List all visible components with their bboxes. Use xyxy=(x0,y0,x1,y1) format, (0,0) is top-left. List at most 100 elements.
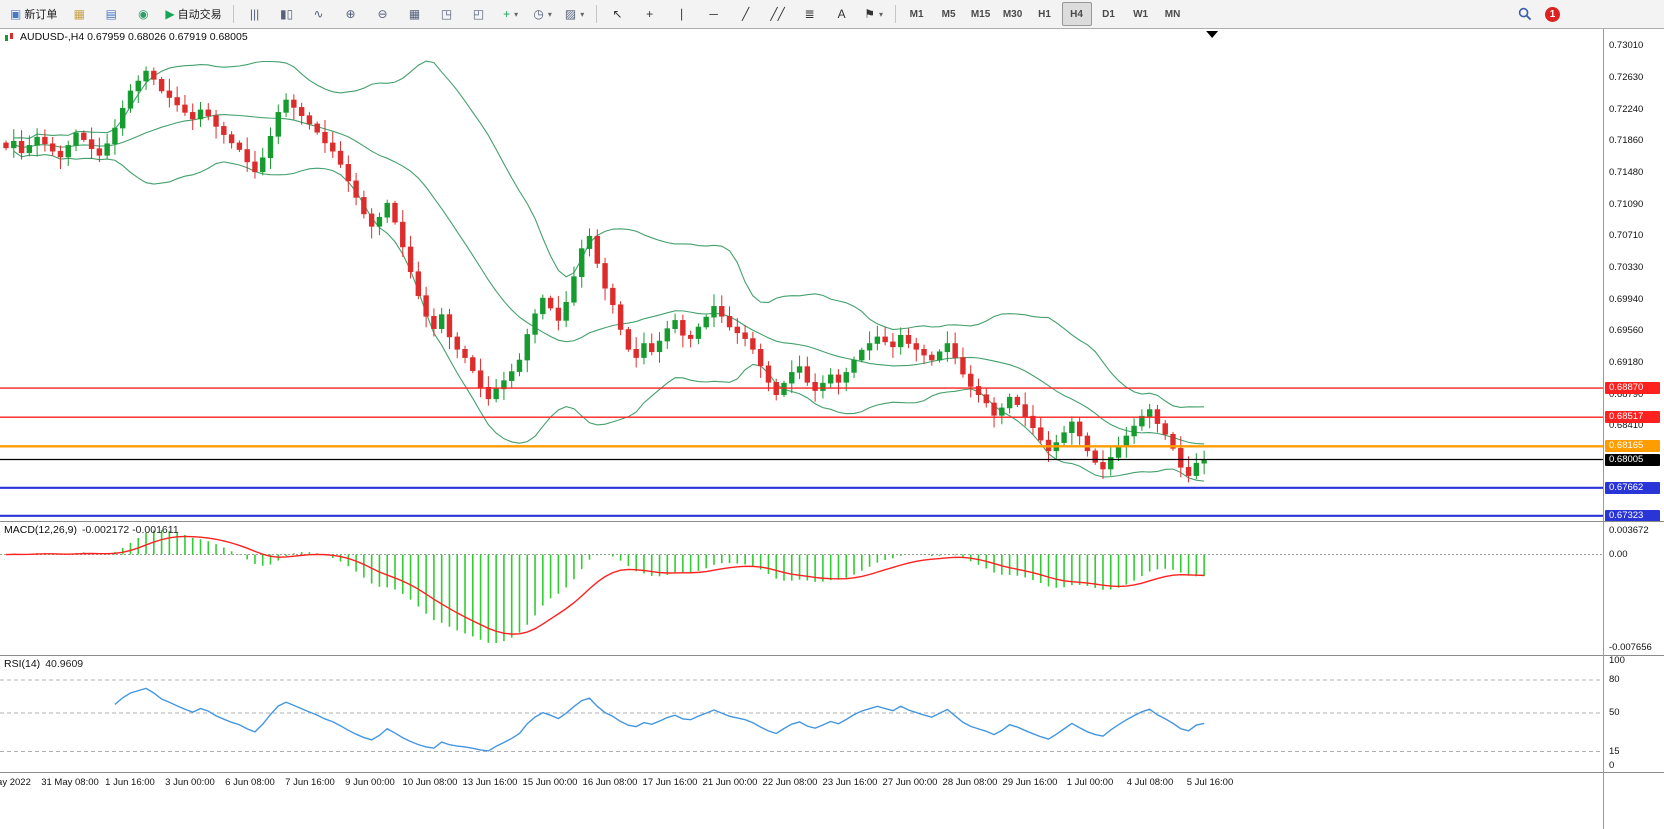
periods-button[interactable]: ◷ ▾ xyxy=(528,2,558,26)
symbol-icon xyxy=(5,32,13,41)
macd-axis[interactable]: 0.003672 0.00 -0.007656 xyxy=(1604,521,1664,655)
cascade-windows-icon: ◳ xyxy=(440,7,453,21)
tile-windows-icon: ▦ xyxy=(408,7,421,21)
axis-column: 0.73010 0.72630 0.72240 0.71860 0.71480 0.710… xyxy=(1604,29,1664,829)
plot-column: AUDUSD-,H4 0.67959 0.68026 0.67919 0.680… xyxy=(0,29,1604,829)
timeframe-d1-button[interactable]: D1 xyxy=(1094,2,1124,26)
timeframe-mn-button[interactable]: MN xyxy=(1158,2,1188,26)
chevron-down-icon: ▾ xyxy=(878,9,883,19)
macd-axis-label: 0.00 xyxy=(1609,548,1628,560)
rsi-axis[interactable]: 100 80 50 15 0 xyxy=(1604,655,1664,772)
notification-badge[interactable]: 1 xyxy=(1545,6,1560,22)
channel-button[interactable]: ╱╱ xyxy=(763,2,793,26)
macd-values: -0.002172 -0.001611 xyxy=(81,524,179,536)
price-chart-panel[interactable]: AUDUSD-,H4 0.67959 0.68026 0.67919 0.680… xyxy=(0,29,1603,521)
autotrading-button-label: 自动交易 xyxy=(177,9,222,21)
arrange-windows-icon: ◰ xyxy=(472,7,485,21)
search-icon xyxy=(1518,7,1532,21)
bar-chart-icon: ||| xyxy=(249,7,260,21)
time-tick-label: 3 Jun 00:00 xyxy=(165,777,215,788)
zoom-out-button[interactable]: ⊖ xyxy=(368,2,398,26)
rsi-axis-label: 100 xyxy=(1609,655,1625,666)
bar-chart-button[interactable]: ||| xyxy=(240,2,270,26)
line-chart-icon: ∿ xyxy=(313,7,324,21)
fibonacci-button[interactable]: ≣ xyxy=(795,2,825,26)
candlestick-chart-button[interactable]: ▮▯ xyxy=(272,2,302,26)
time-tick-label: 10 Jun 08:00 xyxy=(402,777,458,788)
indicators-button[interactable]: + ▾ xyxy=(496,2,526,26)
cascade-windows-button[interactable]: ◳ xyxy=(432,2,462,26)
macd-canvas xyxy=(0,530,1603,643)
price-axis[interactable]: 0.73010 0.72630 0.72240 0.71860 0.71480 0.710… xyxy=(1604,29,1664,521)
bottom-filler xyxy=(0,791,1603,829)
new-order-icon: ▣ xyxy=(10,7,22,21)
timeframe-w1-button[interactable]: W1 xyxy=(1126,2,1156,26)
cursor-button[interactable]: ↖ xyxy=(603,2,633,26)
zoom-in-button[interactable]: ⊕ xyxy=(336,2,366,26)
timeframe-h4-button[interactable]: H4 xyxy=(1061,2,1092,26)
timeframe-m5-button[interactable]: M5 xyxy=(934,2,964,26)
trendline-button[interactable]: ╱ xyxy=(731,2,761,26)
price-tick-label: 0.68410 xyxy=(1609,420,1644,432)
line-chart-button[interactable]: ∿ xyxy=(304,2,334,26)
arrows-icon: ⚑ xyxy=(864,7,875,21)
timeframe-m15-button-label: M15 xyxy=(970,8,991,20)
crosshair-button[interactable]: + xyxy=(635,2,665,26)
time-tick-label: 17 Jun 16:00 xyxy=(642,777,698,788)
toolbar-separator xyxy=(595,5,597,23)
timeframe-m30-button[interactable]: M30 xyxy=(998,2,1028,26)
price-tick-label: 0.72240 xyxy=(1609,103,1644,115)
timeframe-h1-button[interactable]: H1 xyxy=(1030,2,1060,26)
price-level-badge: 0.68517 xyxy=(1605,411,1660,424)
rsi-axis-label: 50 xyxy=(1609,707,1620,718)
macd-panel[interactable]: MACD(12,26,9) -0.002172 -0.001611 xyxy=(0,521,1603,655)
cursor-icon: ↖ xyxy=(612,7,623,21)
trendline-icon: ╱ xyxy=(741,7,750,21)
navigator-button[interactable]: ▤ xyxy=(96,2,126,26)
search-button[interactable] xyxy=(1510,2,1540,26)
text-icon: A xyxy=(837,7,846,21)
fibonacci-icon: ≣ xyxy=(804,7,815,21)
price-tick-label: 0.73010 xyxy=(1609,40,1644,52)
timeframe-h4-button-label: H4 xyxy=(1070,8,1083,20)
tile-windows-button[interactable]: ▦ xyxy=(400,2,430,26)
rsi-title: RSI(14) 40.9609 xyxy=(4,658,83,670)
time-tick-label: 31 May 08:00 xyxy=(41,777,99,788)
timeframe-m1-button[interactable]: M1 xyxy=(902,2,932,26)
time-tick-label: 21 Jun 00:00 xyxy=(702,777,758,788)
rsi-panel[interactable]: RSI(14) 40.9609 xyxy=(0,655,1603,772)
chevron-down-icon: ▾ xyxy=(547,9,552,19)
zoom-in-icon: ⊕ xyxy=(345,7,356,21)
price-level-badge: 0.67323 xyxy=(1605,509,1660,521)
text-button[interactable]: A xyxy=(827,2,857,26)
new-order-button[interactable]: ▣ 新订单 xyxy=(5,2,62,26)
community-button[interactable]: ◉ xyxy=(128,2,158,26)
autotrading-button[interactable]: ▶ 自动交易 xyxy=(160,2,226,26)
chevron-down-icon: ▾ xyxy=(514,9,519,19)
timeframe-mn-button-label: MN xyxy=(1164,8,1181,20)
arrows-button[interactable]: ⚑ ▾ xyxy=(859,2,889,26)
timeframe-m5-button-label: M5 xyxy=(941,8,956,20)
price-level-badge: 0.68870 xyxy=(1605,382,1660,395)
time-tick-label: 13 Jun 16:00 xyxy=(462,777,518,788)
time-tick-label: 29 Jun 16:00 xyxy=(1002,777,1058,788)
rsi-canvas xyxy=(0,679,1603,752)
time-tick-label: 5 Jul 16:00 xyxy=(1186,777,1234,788)
navigator-icon: ▤ xyxy=(105,7,118,21)
market-watch-icon: ▦ xyxy=(73,7,86,21)
crosshair-icon: + xyxy=(646,7,654,21)
time-axis[interactable]: May 2022 31 May 08:00 1 Jun 16:00 3 Jun 00:… xyxy=(0,772,1603,791)
timeframe-m15-button[interactable]: M15 xyxy=(966,2,996,26)
vertical-line-button[interactable]: ∣ xyxy=(667,2,697,26)
market-watch-button[interactable]: ▦ xyxy=(64,2,94,26)
rsi-label: RSI(14) xyxy=(4,658,41,670)
time-tick-label: 4 Jul 08:00 xyxy=(1126,777,1174,788)
candlestick-chart-icon: ▮▯ xyxy=(279,7,294,21)
chart-title: AUDUSD-,H4 0.67959 0.68026 0.67919 0.680… xyxy=(4,31,248,43)
zoom-out-icon: ⊖ xyxy=(377,7,388,21)
horizontal-line-button[interactable]: ─ xyxy=(699,2,729,26)
rsi-value: 40.9609 xyxy=(45,658,84,670)
templates-button[interactable]: ▨ ▾ xyxy=(560,2,590,26)
arrange-windows-button[interactable]: ◰ xyxy=(464,2,494,26)
